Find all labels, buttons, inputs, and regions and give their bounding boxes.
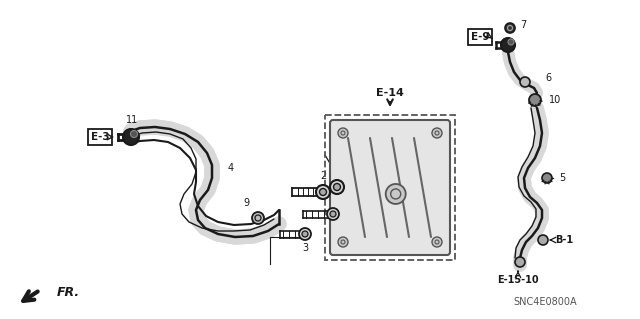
Circle shape xyxy=(386,184,406,204)
Text: E-15-10: E-15-10 xyxy=(497,275,539,285)
Text: 9: 9 xyxy=(243,198,249,208)
Text: 8: 8 xyxy=(334,165,340,175)
Circle shape xyxy=(432,237,442,247)
Circle shape xyxy=(316,185,330,199)
Bar xyxy=(325,115,455,260)
Text: 7: 7 xyxy=(520,20,526,30)
Circle shape xyxy=(432,128,442,138)
Text: 4: 4 xyxy=(228,163,234,173)
Circle shape xyxy=(123,129,139,145)
Text: B-1: B-1 xyxy=(555,235,573,245)
Text: 10: 10 xyxy=(549,95,561,105)
FancyBboxPatch shape xyxy=(330,120,450,255)
Circle shape xyxy=(501,38,515,52)
Circle shape xyxy=(515,257,525,267)
Text: E-9: E-9 xyxy=(471,32,489,42)
Text: 2: 2 xyxy=(320,171,326,181)
Circle shape xyxy=(252,212,264,224)
Circle shape xyxy=(338,237,348,247)
Circle shape xyxy=(131,130,138,137)
Text: 11: 11 xyxy=(126,115,138,125)
Circle shape xyxy=(333,183,340,190)
Circle shape xyxy=(338,128,348,138)
Text: FR.: FR. xyxy=(57,286,80,299)
Circle shape xyxy=(508,39,514,45)
Text: E-14: E-14 xyxy=(376,88,404,98)
Circle shape xyxy=(538,235,548,245)
Text: E-3: E-3 xyxy=(91,132,109,142)
Text: 6: 6 xyxy=(545,73,551,83)
Text: SNC4E0800A: SNC4E0800A xyxy=(513,297,577,307)
Circle shape xyxy=(542,173,552,183)
Text: 1: 1 xyxy=(330,223,336,233)
Text: 5: 5 xyxy=(559,173,565,183)
Circle shape xyxy=(520,77,530,87)
Circle shape xyxy=(327,208,339,220)
Circle shape xyxy=(505,23,515,33)
Circle shape xyxy=(302,231,308,237)
Circle shape xyxy=(319,189,326,196)
Circle shape xyxy=(529,94,541,106)
Circle shape xyxy=(299,228,311,240)
Circle shape xyxy=(330,180,344,194)
Text: 3: 3 xyxy=(302,243,308,253)
Circle shape xyxy=(330,211,336,217)
